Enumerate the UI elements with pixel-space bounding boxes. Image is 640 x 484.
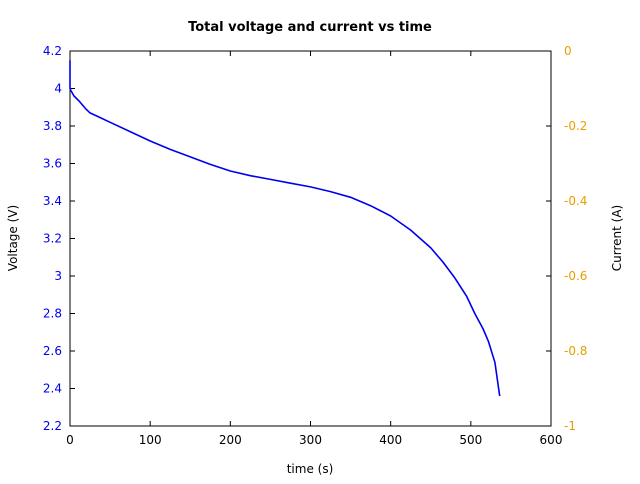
y2-axis-label: Current (A)	[610, 205, 624, 271]
voltage-line	[69, 60, 501, 397]
y-tick-label: 4.2	[43, 44, 62, 58]
x-tick-label: 400	[379, 433, 402, 447]
y-axis-label: Voltage (V)	[6, 205, 20, 271]
y-tick-label: 3	[54, 269, 62, 283]
y2-tick-label: -0.6	[564, 269, 587, 283]
plot-frame	[69, 50, 552, 427]
y-tick-label: 3.8	[43, 119, 62, 133]
y2-tick-label: -0.2	[564, 119, 587, 133]
y-tick-label: 3.4	[43, 194, 62, 208]
y2-tick-label: -0.4	[564, 194, 587, 208]
y-tick-label: 3.2	[43, 232, 62, 246]
x-axis-label: time (s)	[287, 462, 334, 476]
x-tick-label: 500	[459, 433, 482, 447]
x-tick-label: 300	[299, 433, 322, 447]
x-tick-label: 200	[219, 433, 242, 447]
y2-tick-label: -0.8	[564, 344, 587, 358]
y-tick-label: 3.6	[43, 157, 62, 171]
y2-tick-label: 0	[564, 44, 572, 58]
y-tick-label: 2.8	[43, 307, 62, 321]
y-tick-label: 4	[54, 82, 62, 96]
x-tick-label: 100	[139, 433, 162, 447]
y-tick-label: 2.2	[43, 419, 62, 433]
y-tick-label: 2.6	[43, 344, 62, 358]
chart-title: Total voltage and current vs time	[188, 20, 432, 35]
y-tick-label: 2.4	[43, 382, 62, 396]
plot-area: 0 100 200 300 400 500 600 2.2 2.4 2.6 2.8 3 3.2 3.4 3.…	[43, 44, 588, 447]
x-tick-label: 0	[66, 433, 74, 447]
y2-tick-label: -1	[564, 419, 576, 433]
x-tick-label: 600	[540, 433, 563, 447]
